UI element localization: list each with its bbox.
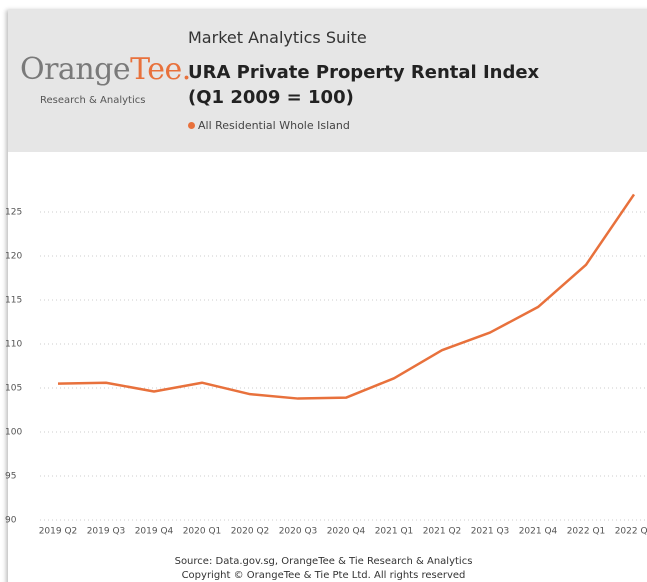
legend-marker xyxy=(188,122,195,129)
header: OrangeTee. Research & Analytics Market A… xyxy=(8,10,647,152)
y-tick-label: 110 xyxy=(5,340,22,350)
y-tick-label: 115 xyxy=(5,296,22,306)
y-tick-label: 100 xyxy=(5,428,22,438)
source-note: Source: Data.gov.sg, OrangeTee & Tie Res… xyxy=(174,556,473,567)
copyright-note: Copyright © OrangeTee & Tie Pte Ltd. All… xyxy=(181,570,466,581)
data-line xyxy=(57,193,636,400)
x-tick-label: 2021 Q1 xyxy=(375,527,414,537)
x-tick-label: 2019 Q2 xyxy=(39,527,78,537)
y-tick-label: 90 xyxy=(5,516,17,526)
y-tick-label: 95 xyxy=(5,472,16,482)
x-tick-label: 2020 Q4 xyxy=(327,527,366,537)
x-tick-label: 2021 Q2 xyxy=(423,527,462,537)
report-card: OrangeTee. Research & Analytics Market A… xyxy=(8,10,647,582)
x-tick-label: 2020 Q1 xyxy=(183,527,222,537)
x-tick-label: 2019 Q3 xyxy=(87,527,126,537)
logo-accent: Tee. xyxy=(130,52,191,87)
chart-title-block: URA Private Property Rental Index (Q1 200… xyxy=(188,60,568,110)
chart-subtitle: (Q1 2009 = 100) xyxy=(188,87,354,108)
x-tick-label: 2022 Q2 xyxy=(615,527,647,537)
x-tick-label: 2021 Q4 xyxy=(519,527,558,537)
logo-subtitle: Research & Analytics xyxy=(40,95,146,106)
chart-title: URA Private Property Rental Index xyxy=(188,62,540,83)
x-tick-label: 2020 Q2 xyxy=(231,527,270,537)
logo: OrangeTee. xyxy=(20,52,191,87)
x-tick-label: 2020 Q3 xyxy=(279,527,318,537)
y-tick-label: 105 xyxy=(5,384,22,394)
logo-text: Orange xyxy=(20,52,131,87)
legend: All Residential Whole Island xyxy=(188,119,350,132)
x-tick-label: 2022 Q1 xyxy=(567,527,606,537)
x-tick-label: 2021 Q3 xyxy=(471,527,510,537)
y-tick-label: 120 xyxy=(5,252,22,262)
x-tick-label: 2019 Q4 xyxy=(135,527,174,537)
legend-label: All Residential Whole Island xyxy=(198,119,350,132)
suite-name: Market Analytics Suite xyxy=(188,28,367,47)
y-tick-label: 125 xyxy=(5,208,22,218)
